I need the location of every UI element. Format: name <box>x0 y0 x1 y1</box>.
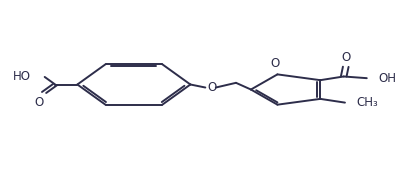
Text: CH₃: CH₃ <box>356 96 378 110</box>
Text: HO: HO <box>13 70 31 83</box>
Text: O: O <box>207 81 216 94</box>
Text: OH: OH <box>379 72 397 85</box>
Text: O: O <box>341 51 350 64</box>
Text: O: O <box>271 57 280 70</box>
Text: O: O <box>34 95 44 108</box>
